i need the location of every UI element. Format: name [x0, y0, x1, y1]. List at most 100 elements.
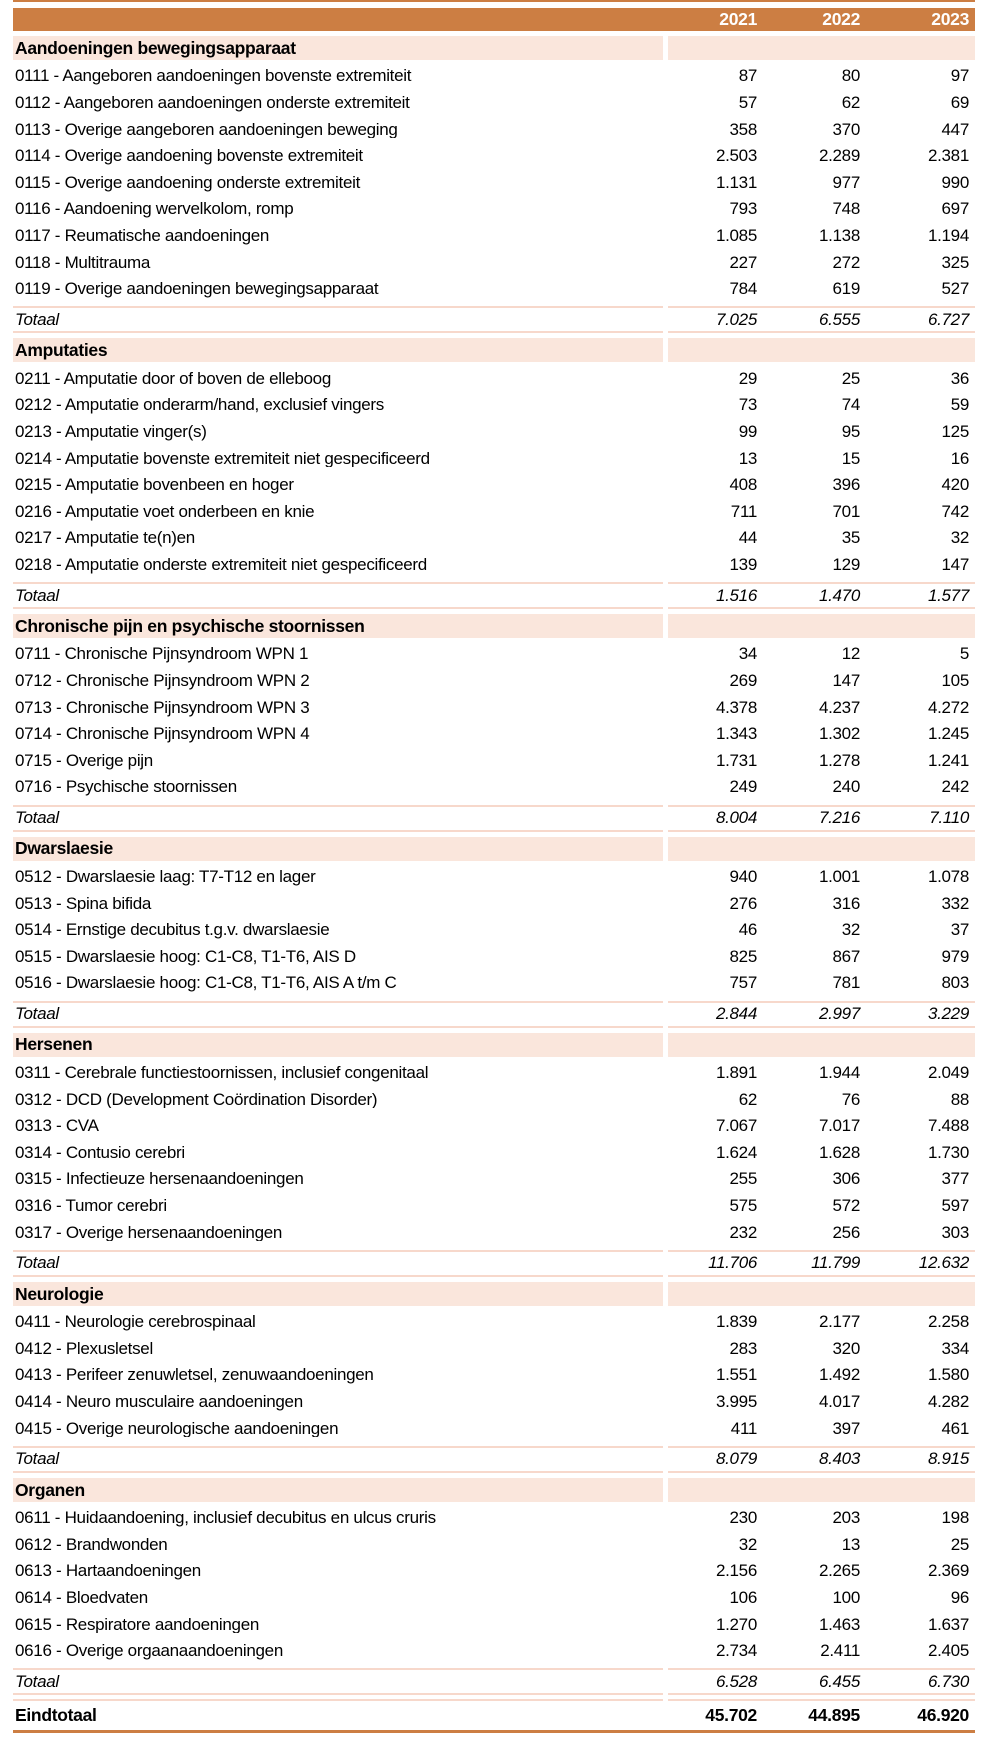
section-title: Hersenen — [13, 1032, 663, 1057]
value-2023: 2.258 — [927, 1313, 969, 1331]
section-fill-2021 — [668, 1281, 763, 1306]
section-fill-2022 — [763, 1032, 866, 1057]
value-2021: 1.891 — [715, 1064, 757, 1082]
value-2023: 334 — [941, 1339, 970, 1358]
row-label: 0512 - Dwarslaesie laag: T7-T12 en lager — [15, 868, 316, 886]
value-2021: 793 — [729, 200, 758, 219]
value-2023: 2.381 — [927, 147, 969, 165]
value-2022: 316 — [832, 894, 861, 913]
value-2022: 256 — [832, 1223, 861, 1242]
value-2021: 276 — [729, 894, 758, 913]
total-value-2022: 6.455 — [763, 1668, 866, 1696]
total-value-2022: 11.799 — [763, 1249, 866, 1277]
table-row: 0117 - Reumatische aandoeningen 1.085 1.13… — [13, 223, 975, 250]
total-value-2022: 7.216 — [763, 804, 866, 832]
row-label: 0118 - Multitrauma — [15, 253, 151, 272]
value-2023: 332 — [941, 894, 970, 913]
value-2021: 232 — [729, 1223, 758, 1242]
value-2022: 370 — [832, 120, 861, 139]
value-2023: 96 — [950, 1588, 970, 1607]
section-fill-2022 — [763, 338, 866, 363]
row-label: 0317 - Overige hersenaandoeningen — [15, 1223, 283, 1242]
section-title: Amputaties — [13, 338, 663, 363]
value-2021: 46 — [738, 921, 758, 940]
value-2023: 1.730 — [927, 1143, 969, 1162]
table-row: 0615 - Respiratore aandoeningen 1.270 1.46… — [13, 1611, 975, 1638]
value-2022: 7.017 — [818, 1117, 860, 1136]
section-fill-2023 — [866, 36, 975, 60]
value-2021: 283 — [729, 1339, 758, 1358]
row-label: 0119 - Overige aandoeningen bewegingsapp… — [15, 280, 379, 298]
section-fill-2023 — [866, 836, 975, 861]
value-2021: 711 — [730, 502, 758, 521]
value-2022: 1.138 — [818, 226, 860, 245]
row-label: 0312 - DCD (Development Coördination Dis… — [15, 1090, 378, 1109]
table-row: 0614 - Bloedvaten 106 100 96 — [13, 1585, 975, 1612]
year-header-2023: 2023 — [931, 10, 969, 29]
value-2022: 4.017 — [818, 1392, 860, 1411]
value-2022: 25 — [841, 369, 861, 388]
row-label: 0218 - Amputatie onderste extremiteit ni… — [15, 555, 427, 574]
row-label: 0412 - Plexusletsel — [15, 1339, 153, 1358]
grand-total-value-2023: 46.920 — [866, 1699, 975, 1728]
table-row: 0215 - Amputatie bovenbeen en hoger 408 39… — [13, 472, 975, 499]
value-2022: 1.302 — [818, 725, 860, 744]
value-2022: 32 — [841, 921, 861, 940]
table-row: 0512 - Dwarslaesie laag: T7-T12 en lager… — [13, 864, 975, 891]
value-2023: 1.078 — [927, 868, 969, 886]
row-label: 0715 - Overige pijn — [15, 751, 153, 770]
value-2022: 129 — [832, 555, 861, 574]
table-row: 0114 - Overige aandoening bovenste extre… — [13, 143, 975, 170]
section-header-row: Neurologie — [13, 1281, 975, 1306]
value-2022: 2.265 — [818, 1562, 860, 1581]
value-2021: 269 — [729, 672, 758, 690]
value-2021: 230 — [729, 1509, 758, 1527]
table-body: Aandoeningen bewegingsapparaat 0111 - Aan… — [13, 36, 975, 1728]
table-row: 0211 - Amputatie door of boven de ellebo… — [13, 365, 975, 392]
value-2022: 15 — [841, 449, 861, 468]
row-label: 0313 - CVA — [15, 1117, 99, 1136]
table-row: 0611 - Huidaandoening, inclusief decubit… — [13, 1505, 975, 1532]
table-row: 0315 - Infectieuze hersenaandoeningen 255… — [13, 1166, 975, 1193]
table-row: 0411 - Neurologie cerebrospinaal 1.839 2.1… — [13, 1309, 975, 1336]
row-label: 0316 - Tumor cerebri — [15, 1196, 167, 1215]
table-row: 0218 - Amputatie onderste extremiteit ni… — [13, 552, 975, 579]
section-title: Neurologie — [13, 1281, 663, 1306]
value-2022: 572 — [832, 1196, 861, 1215]
value-2023: 697 — [941, 200, 970, 219]
table-row: 0415 - Overige neurologische aandoeninge… — [13, 1415, 975, 1442]
table-row: 0713 - Chronische Pijnsyndroom WPN 3 4.37… — [13, 694, 975, 721]
total-value-2021: 8.004 — [668, 804, 763, 832]
value-2022: 100 — [832, 1588, 861, 1607]
table-row: 0711 - Chronische Pijnsyndroom WPN 1 34 12… — [13, 641, 975, 668]
section-header-row: Aandoeningen bewegingsapparaat — [13, 36, 975, 60]
total-value-2023: 7.110 — [866, 804, 975, 832]
row-label: 0117 - Reumatische aandoeningen — [15, 226, 270, 245]
value-2022: 781 — [832, 974, 861, 993]
value-2023: 25 — [950, 1535, 970, 1554]
value-2021: 940 — [729, 868, 758, 886]
value-2022: 977 — [832, 173, 861, 192]
value-2021: 2.503 — [715, 147, 757, 165]
row-label: 0311 - Cerebrale functiestoornissen, inc… — [15, 1064, 429, 1082]
table-row: 0413 - Perifeer zenuwletsel, zenuwaandoe… — [13, 1362, 975, 1389]
section-total-row: Totaal 8.004 7.216 7.110 — [13, 804, 975, 832]
table-row: 0119 - Overige aandoeningen bewegingsapp… — [13, 276, 975, 303]
value-2023: 147 — [941, 555, 970, 574]
row-label: 0216 - Amputatie voet onderbeen en knie — [15, 502, 315, 521]
table-row: 0414 - Neuro musculaire aandoeningen 3.99… — [13, 1389, 975, 1416]
value-2021: 57 — [738, 93, 758, 112]
row-label: 0714 - Chronische Pijnsyndroom WPN 4 — [15, 725, 310, 744]
section-total-row: Totaal 2.844 2.997 3.229 — [13, 1000, 975, 1028]
row-label: 0211 - Amputatie door of boven de ellebo… — [15, 369, 331, 388]
section-fill-2023 — [866, 1032, 975, 1057]
total-value-2022: 2.997 — [763, 1000, 866, 1028]
value-2022: 320 — [832, 1339, 861, 1358]
value-2023: 4.282 — [927, 1392, 969, 1411]
value-2022: 76 — [841, 1090, 861, 1109]
value-2022: 62 — [841, 93, 861, 112]
total-label: Totaal — [13, 1249, 663, 1277]
value-2021: 44 — [738, 529, 758, 548]
section-total-row: Totaal 1.516 1.470 1.577 — [13, 582, 975, 610]
value-2023: 7.488 — [927, 1117, 969, 1136]
